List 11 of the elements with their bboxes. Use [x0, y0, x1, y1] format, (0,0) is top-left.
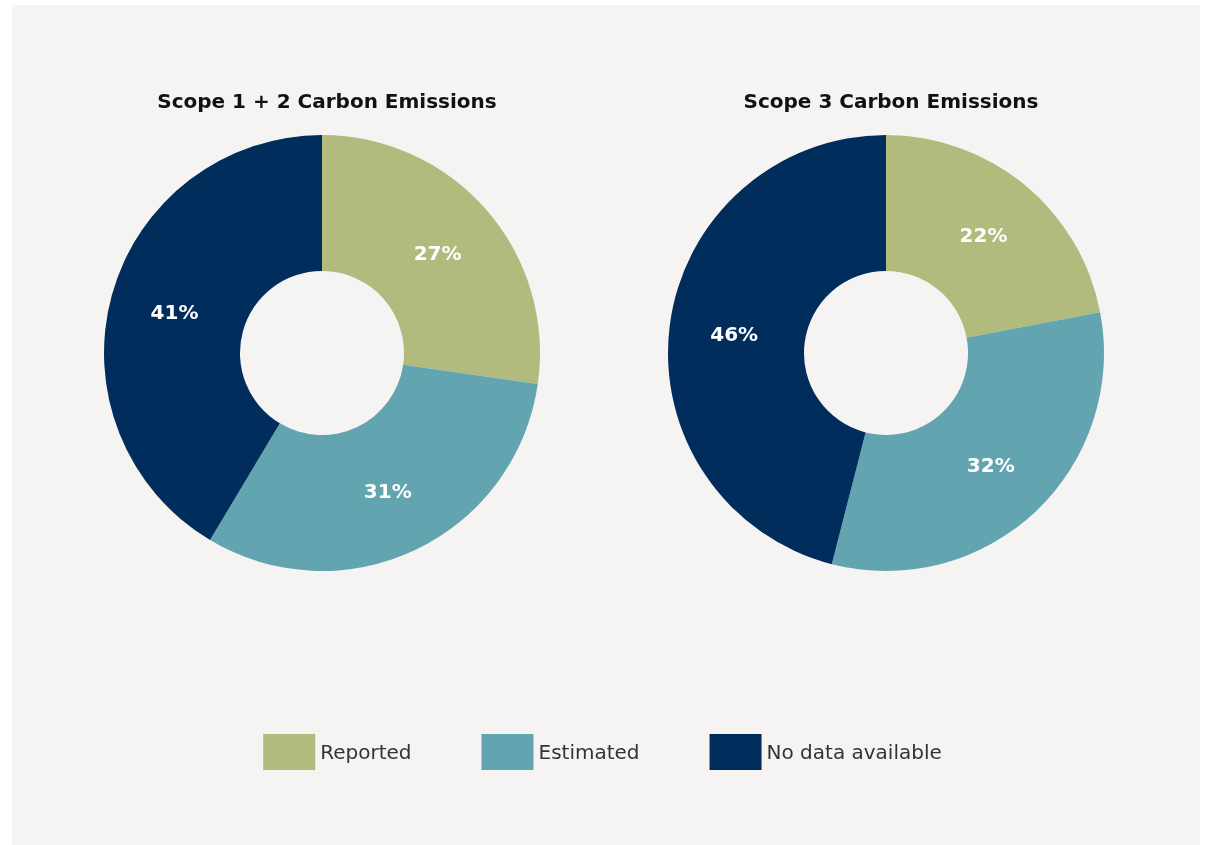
data-label: 22% [959, 223, 1008, 248]
chart-title: Scope 1 + 2 Carbon Emissions [157, 89, 497, 113]
legend-label: Estimated [538, 740, 640, 764]
data-label: 32% [966, 452, 1015, 477]
data-label: 46% [710, 321, 759, 346]
data-label: 31% [363, 479, 412, 504]
data-label: 27% [413, 240, 462, 265]
chart-title: Scope 3 Carbon Emissions [743, 89, 1039, 113]
legend-label: Reported [320, 740, 412, 764]
data-label: 41% [150, 300, 199, 325]
legend-label: No data available [766, 740, 942, 764]
